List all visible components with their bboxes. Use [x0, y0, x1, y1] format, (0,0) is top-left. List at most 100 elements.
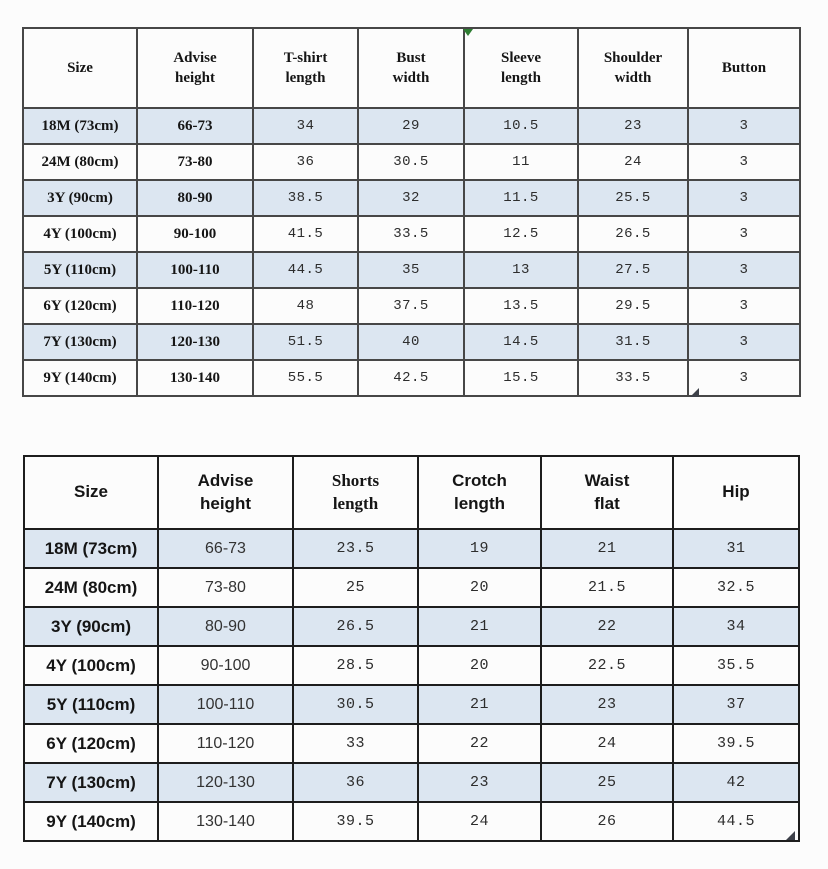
- value-cell: 100-110: [136, 251, 254, 289]
- value-cell: 130-140: [136, 359, 254, 397]
- column-header-crotch-length: Crotch length: [417, 455, 542, 530]
- value-cell: 37: [672, 684, 800, 725]
- size-cell: 3Y (90cm): [22, 179, 138, 217]
- value-cell: 110-120: [157, 723, 294, 764]
- table-row: 24M (80cm) 73-80 36 30.5 11 24 3: [22, 143, 801, 181]
- table-row: 6Y (120cm) 110-120 33 22 24 39.5: [23, 723, 800, 764]
- size-cell: 18M (73cm): [23, 528, 159, 569]
- value-cell: 29: [357, 107, 465, 145]
- value-cell: 38.5: [252, 179, 359, 217]
- table-row: 3Y (90cm) 80-90 38.5 32 11.5 25.5 3: [22, 179, 801, 217]
- value-cell: 19: [417, 528, 542, 569]
- value-cell: 21.5: [540, 567, 674, 608]
- value-cell: 31.5: [577, 323, 689, 361]
- size-cell: 4Y (100cm): [22, 215, 138, 253]
- value-cell: 3: [687, 143, 801, 181]
- column-header-size: Size: [23, 455, 159, 530]
- value-cell: 22: [540, 606, 674, 647]
- table-row: 9Y (140cm) 130-140 39.5 24 26 44.5: [23, 801, 800, 842]
- value-cell: 28.5: [292, 645, 419, 686]
- value-cell: 110-120: [136, 287, 254, 325]
- value-cell: 51.5: [252, 323, 359, 361]
- cell-comment-marker-icon: [463, 29, 473, 36]
- value-cell: 3: [687, 359, 801, 397]
- value-cell: 3: [687, 251, 801, 289]
- value-cell: 29.5: [577, 287, 689, 325]
- table-row: 18M (73cm) 66-73 23.5 19 21 31: [23, 528, 800, 569]
- value-cell: 11.5: [463, 179, 579, 217]
- value-cell: 41.5: [252, 215, 359, 253]
- column-header-sleeve-length: Sleeve length: [463, 27, 579, 109]
- value-cell: 26.5: [292, 606, 419, 647]
- value-cell: 73-80: [136, 143, 254, 181]
- value-cell: 13: [463, 251, 579, 289]
- value-cell: 80-90: [157, 606, 294, 647]
- value-cell: 34: [252, 107, 359, 145]
- size-cell: 9Y (140cm): [22, 359, 138, 397]
- size-cell: 7Y (130cm): [22, 323, 138, 361]
- value-cell: 22.5: [540, 645, 674, 686]
- value-cell: 100-110: [157, 684, 294, 725]
- value-cell: 31: [672, 528, 800, 569]
- value-cell: 39.5: [672, 723, 800, 764]
- column-header-t-shirt-length: T-shirt length: [252, 27, 359, 109]
- value-cell: 32.5: [672, 567, 800, 608]
- column-header-shorts-length: Shorts length: [292, 455, 419, 530]
- header-row: Size Advise height T-shirt length Bust widt…: [22, 27, 801, 109]
- value-cell: 48: [252, 287, 359, 325]
- value-cell: 66-73: [136, 107, 254, 145]
- value-cell: 10.5: [463, 107, 579, 145]
- value-cell: 66-73: [157, 528, 294, 569]
- value-cell: 25: [540, 762, 674, 803]
- size-cell: 4Y (100cm): [23, 645, 159, 686]
- value-cell: 27.5: [577, 251, 689, 289]
- table-row: 5Y (110cm) 100-110 44.5 35 13 27.5 3: [22, 251, 801, 289]
- value-cell: 35: [357, 251, 465, 289]
- value-cell: 55.5: [252, 359, 359, 397]
- value-cell: 3: [687, 323, 801, 361]
- value-cell: 33: [292, 723, 419, 764]
- value-cell: 13.5: [463, 287, 579, 325]
- value-cell: 130-140: [157, 801, 294, 842]
- column-header-shoulder-width: Shoulder width: [577, 27, 689, 109]
- value-cell: 39.5: [292, 801, 419, 842]
- value-cell: 25: [292, 567, 419, 608]
- value-cell: 24: [540, 723, 674, 764]
- column-header-advise-height: Advise height: [136, 27, 254, 109]
- value-cell: 36: [292, 762, 419, 803]
- value-cell: 34: [672, 606, 800, 647]
- value-cell: 30.5: [292, 684, 419, 725]
- column-header-advise-height: Advise height: [157, 455, 294, 530]
- value-cell: 22: [417, 723, 542, 764]
- value-cell: 23: [577, 107, 689, 145]
- value-cell: 23: [540, 684, 674, 725]
- value-cell: 80-90: [136, 179, 254, 217]
- size-cell: 9Y (140cm): [23, 801, 159, 842]
- column-header-size: Size: [22, 27, 138, 109]
- value-cell: 21: [417, 606, 542, 647]
- value-cell: 23.5: [292, 528, 419, 569]
- value-cell: 14.5: [463, 323, 579, 361]
- value-cell: 20: [417, 567, 542, 608]
- value-cell: 30.5: [357, 143, 465, 181]
- value-cell: 24: [417, 801, 542, 842]
- value-cell: 40: [357, 323, 465, 361]
- corner-artifact-icon: [786, 831, 795, 840]
- value-cell: 11: [463, 143, 579, 181]
- value-cell: 44.5: [672, 801, 800, 842]
- table-row: 18M (73cm) 66-73 34 29 10.5 23 3: [22, 107, 801, 145]
- value-cell: 15.5: [463, 359, 579, 397]
- size-cell: 5Y (110cm): [22, 251, 138, 289]
- table-row: 5Y (110cm) 100-110 30.5 21 23 37: [23, 684, 800, 725]
- table-row: 4Y (100cm) 90-100 28.5 20 22.5 35.5: [23, 645, 800, 686]
- value-cell: 26: [540, 801, 674, 842]
- value-cell: 3: [687, 287, 801, 325]
- value-cell: 42.5: [357, 359, 465, 397]
- size-cell: 3Y (90cm): [23, 606, 159, 647]
- value-cell: 20: [417, 645, 542, 686]
- value-cell: 73-80: [157, 567, 294, 608]
- value-cell: 120-130: [157, 762, 294, 803]
- value-cell: 32: [357, 179, 465, 217]
- table-row: 4Y (100cm) 90-100 41.5 33.5 12.5 26.5 3: [22, 215, 801, 253]
- value-cell: 23: [417, 762, 542, 803]
